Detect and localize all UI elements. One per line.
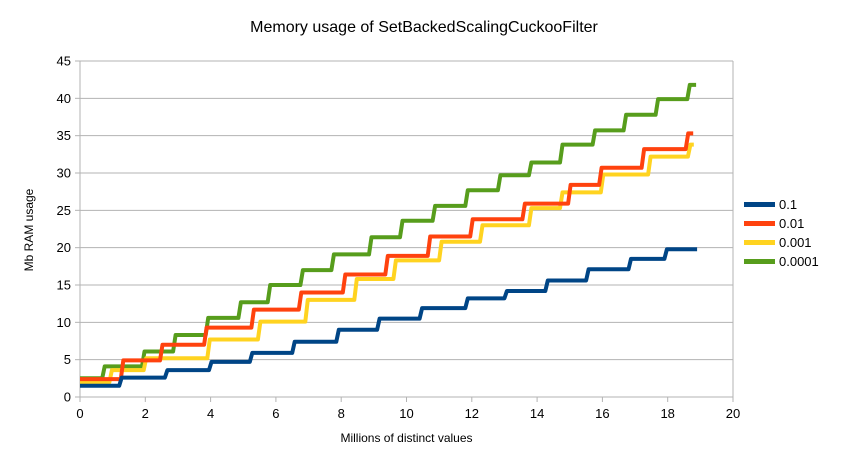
legend-swatch [744, 221, 775, 226]
y-tick-label: 10 [57, 315, 71, 330]
legend: 0.1 0.01 0.001 0.0001 [744, 195, 819, 271]
legend-swatch [744, 259, 775, 264]
y-tick-label: 45 [57, 54, 71, 69]
x-tick-label: 0 [76, 406, 83, 421]
legend-swatch [744, 240, 775, 245]
y-axis-title: Mb RAM usage [22, 188, 36, 272]
legend-item-0.001: 0.001 [744, 233, 819, 252]
y-tick-label: 25 [57, 203, 71, 218]
series-line-0.001 [80, 142, 694, 385]
legend-item-0.1: 0.1 [744, 195, 819, 214]
x-tick-label: 14 [530, 406, 544, 421]
x-tick-labels: 0 2 4 6 8 10 12 14 16 18 20 [76, 406, 740, 421]
x-tick-label: 12 [465, 406, 479, 421]
y-tick-label: 35 [57, 128, 71, 143]
legend-item-0.01: 0.01 [744, 214, 819, 233]
y-tick-label: 0 [64, 390, 71, 405]
x-tick-label: 4 [207, 406, 214, 421]
series-line-0.01 [80, 131, 694, 382]
legend-item-0.0001: 0.0001 [744, 252, 819, 271]
plot-frame [79, 61, 734, 398]
y-tick-label: 5 [64, 352, 71, 367]
legend-label: 0.01 [779, 216, 805, 231]
x-tick-label: 16 [595, 406, 609, 421]
legend-label: 0.0001 [779, 254, 819, 269]
y-tick-label: 30 [57, 166, 71, 181]
legend-label: 0.1 [779, 197, 798, 212]
x-tick-label: 6 [272, 406, 279, 421]
x-tick-label: 18 [660, 406, 674, 421]
y-tick-label: 40 [57, 91, 71, 106]
series-line-0.0001 [80, 82, 697, 381]
series-line-0.1 [80, 247, 698, 388]
axis-ticks [75, 60, 734, 402]
legend-label: 0.001 [779, 235, 812, 250]
x-axis-title: Millions of distinct values [340, 431, 473, 445]
y-tick-label: 15 [57, 278, 71, 293]
x-tick-label: 8 [338, 406, 345, 421]
x-tick-label: 20 [726, 406, 740, 421]
chart-title: Memory usage of SetBackedScalingCuckooFi… [250, 19, 598, 36]
y-tick-labels: 0 5 10 15 20 25 30 35 40 45 [57, 54, 71, 405]
legend-swatch [744, 202, 775, 207]
series-lines [80, 82, 698, 388]
x-tick-label: 2 [142, 406, 149, 421]
y-tick-label: 20 [57, 240, 71, 255]
x-tick-label: 10 [399, 406, 413, 421]
